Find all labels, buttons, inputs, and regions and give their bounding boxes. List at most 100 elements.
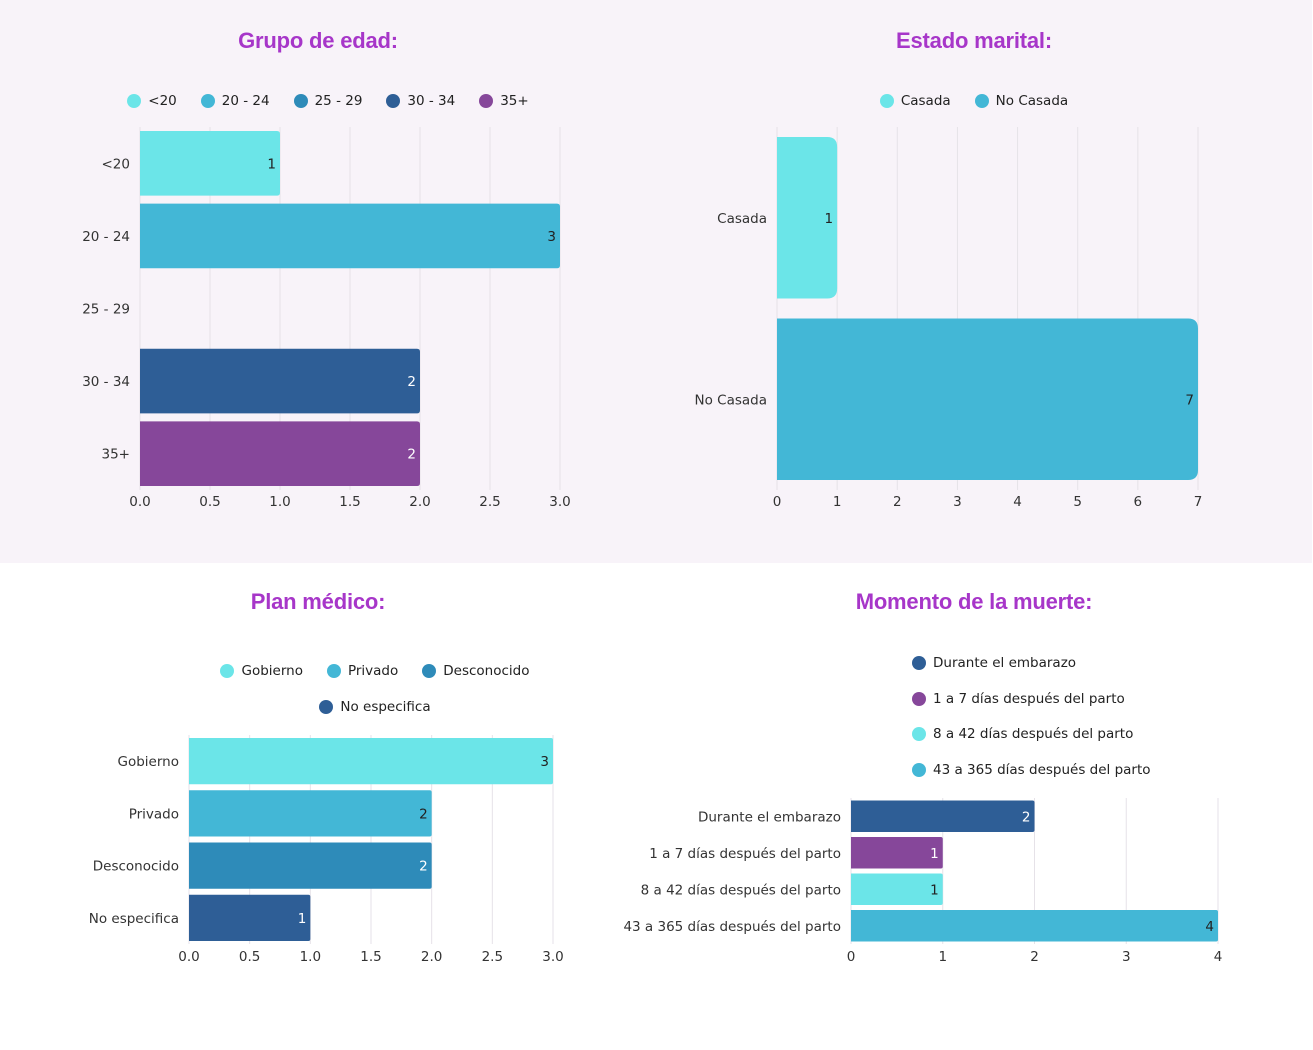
x-tick-label: 1 bbox=[938, 949, 947, 965]
legend-item-desconocido[interactable]: Desconocido bbox=[422, 661, 530, 681]
legend-label: Privado bbox=[347, 663, 399, 679]
legend-swatch-icon bbox=[974, 94, 989, 108]
x-tick-label: 7 bbox=[1194, 494, 1203, 510]
x-tick-label: 0.0 bbox=[178, 949, 199, 965]
x-tick-label: 1.5 bbox=[339, 494, 360, 510]
y-category-label: No especifica bbox=[89, 911, 179, 927]
bar-value-label: 2 bbox=[419, 806, 428, 822]
legend-swatch-icon bbox=[912, 727, 926, 741]
legend-swatch-icon bbox=[326, 664, 341, 678]
bar-no-casada[interactable] bbox=[777, 318, 1198, 481]
bar-value-label: 7 bbox=[1185, 392, 1194, 408]
legend-item-gobierno[interactable]: Gobierno bbox=[220, 661, 303, 681]
health-plan-chart-panel: Plan médico: Gobierno Privado Desconocido N… bbox=[0, 563, 656, 1050]
x-tick-label: 2 bbox=[893, 494, 902, 510]
legend-swatch-icon bbox=[422, 664, 437, 678]
bar-value-label: 1 bbox=[930, 846, 939, 862]
bar-desconocido[interactable] bbox=[189, 842, 432, 889]
legend-label: 43 a 365 días después del parto bbox=[933, 761, 1151, 778]
y-category-label: Gobierno bbox=[118, 754, 179, 770]
legend-swatch-icon bbox=[127, 94, 142, 108]
bar-value-label: 1 bbox=[930, 882, 939, 898]
bar-gobierno[interactable] bbox=[189, 738, 553, 785]
legend-swatch-icon bbox=[912, 656, 926, 670]
x-tick-label: 3 bbox=[953, 494, 962, 510]
chart-legend: Durante el embarazo 1 a 7 días después de… bbox=[912, 653, 1151, 795]
legend-item-8-a-42-d-as-despu-s-del-parto[interactable]: 8 a 42 días después del parto bbox=[912, 724, 1133, 744]
y-category-label: <20 bbox=[102, 156, 131, 172]
y-category-label: Desconocido bbox=[93, 859, 179, 875]
legend-item-no-casada[interactable]: No Casada bbox=[974, 91, 1069, 111]
legend-swatch-icon bbox=[912, 691, 926, 706]
bar-43-a-365-d-as-despu-s-del-parto[interactable] bbox=[851, 910, 1218, 942]
legend-item-20[interactable]: <20 bbox=[127, 91, 177, 111]
bar-casada[interactable] bbox=[777, 137, 838, 299]
time-of-death-bar-chart: 0 1 2 3 4 2 Durante el embarazo 1 1 a 7 días des… bbox=[623, 798, 1222, 965]
x-tick-label: 2.0 bbox=[421, 949, 442, 965]
legend-label: <20 bbox=[148, 93, 177, 109]
x-tick-label: 1.0 bbox=[300, 949, 321, 965]
legend-swatch-icon bbox=[479, 94, 494, 108]
x-tick-label: 0.5 bbox=[239, 949, 260, 965]
legend-item-casada[interactable]: Casada bbox=[879, 91, 951, 111]
y-category-label: 43 a 365 días después del parto bbox=[623, 919, 841, 935]
legend-swatch-icon bbox=[220, 664, 235, 678]
x-tick-label: 2 bbox=[1030, 949, 1039, 965]
bar-value-label: 2 bbox=[419, 859, 428, 875]
y-category-label: 20 - 24 bbox=[82, 229, 130, 245]
bar-value-label: 2 bbox=[407, 447, 416, 463]
y-category-label: Casada bbox=[717, 211, 767, 227]
bar-20[interactable] bbox=[140, 131, 280, 196]
bar-8-a-42-d-as-despu-s-del-parto[interactable] bbox=[851, 873, 943, 906]
legend-item-no-especifica[interactable]: No especifica bbox=[319, 697, 431, 717]
legend-label: No Casada bbox=[995, 93, 1069, 109]
bar-durante-el-embarazo[interactable] bbox=[851, 800, 1035, 833]
x-tick-label: 2.5 bbox=[479, 494, 500, 510]
legend-label: Gobierno bbox=[241, 663, 303, 679]
chart-title: Estado marital: bbox=[896, 28, 1052, 53]
legend-swatch-icon bbox=[293, 94, 308, 108]
marital-status-chart-panel: Estado marital: Casada No Casada 0 1 2 3 4 5 6 7… bbox=[656, 0, 1312, 563]
y-category-label: Privado bbox=[129, 806, 179, 822]
bar-value-label: 1 bbox=[825, 211, 834, 227]
x-tick-label: 3 bbox=[1122, 949, 1131, 965]
bar-30-34[interactable] bbox=[140, 348, 420, 414]
legend-item-1-a-7-d-as-despu-s-del-parto[interactable]: 1 a 7 días después del parto bbox=[912, 689, 1125, 709]
legend-item-durante-el-embarazo[interactable]: Durante el embarazo bbox=[912, 653, 1076, 673]
x-tick-label: 2.0 bbox=[409, 494, 430, 510]
legend-label: Desconocido bbox=[443, 663, 530, 679]
x-tick-label: 3.0 bbox=[549, 494, 570, 510]
age-group-chart-panel: Grupo de edad: <20 20 - 24 25 - 29 30 - 34 3… bbox=[0, 0, 656, 563]
chart-legend: Gobierno Privado Desconocido No especifica bbox=[195, 661, 555, 717]
legend-item-35[interactable]: 35+ bbox=[479, 91, 529, 111]
time-of-death-chart-panel: Momento de la muerte: Durante el embaraz… bbox=[623, 563, 1312, 1050]
y-category-label: 8 a 42 días después del parto bbox=[641, 882, 841, 898]
legend-label: 35+ bbox=[500, 93, 529, 109]
legend-item-25-29[interactable]: 25 - 29 bbox=[293, 91, 362, 111]
bar-value-label: 1 bbox=[298, 911, 307, 927]
legend-swatch-icon bbox=[879, 94, 894, 108]
marital-status-bar-chart: 0 1 2 3 4 5 6 7 1 Casada 7 No Casada bbox=[695, 127, 1203, 510]
legend-swatch-icon bbox=[200, 94, 215, 108]
age-group-bar-chart: 0.0 0.5 1.0 1.5 2.0 2.5 3.0 1 <20 3 20 - 24 25 - 29… bbox=[82, 127, 571, 510]
legend-item-43-a-365-d-as-despu-s-del-parto[interactable]: 43 a 365 días después del parto bbox=[912, 760, 1151, 780]
x-tick-label: 0 bbox=[773, 494, 782, 510]
x-tick-label: 0.0 bbox=[129, 494, 150, 510]
legend-label: 8 a 42 días después del parto bbox=[933, 726, 1134, 742]
bar-value-label: 3 bbox=[540, 754, 549, 770]
bar-value-label: 2 bbox=[407, 374, 416, 390]
bar-value-label: 3 bbox=[547, 229, 556, 245]
x-tick-label: 0.5 bbox=[199, 494, 220, 510]
legend-swatch-icon bbox=[912, 762, 926, 777]
bar-privado[interactable] bbox=[189, 790, 432, 837]
chart-title: Momento de la muerte: bbox=[855, 589, 1093, 614]
bar-1-a-7-d-as-despu-s-del-parto[interactable] bbox=[851, 837, 943, 869]
bar-no-especifica[interactable] bbox=[189, 894, 311, 941]
legend-item-privado[interactable]: Privado bbox=[326, 661, 399, 681]
bar-35[interactable] bbox=[140, 421, 420, 486]
legend-label: Durante el embarazo bbox=[933, 655, 1077, 671]
legend-item-30-34[interactable]: 30 - 34 bbox=[386, 91, 455, 111]
x-tick-label: 0 bbox=[847, 949, 856, 965]
bar-20-24[interactable] bbox=[140, 203, 560, 269]
legend-item-20-24[interactable]: 20 - 24 bbox=[200, 91, 270, 111]
